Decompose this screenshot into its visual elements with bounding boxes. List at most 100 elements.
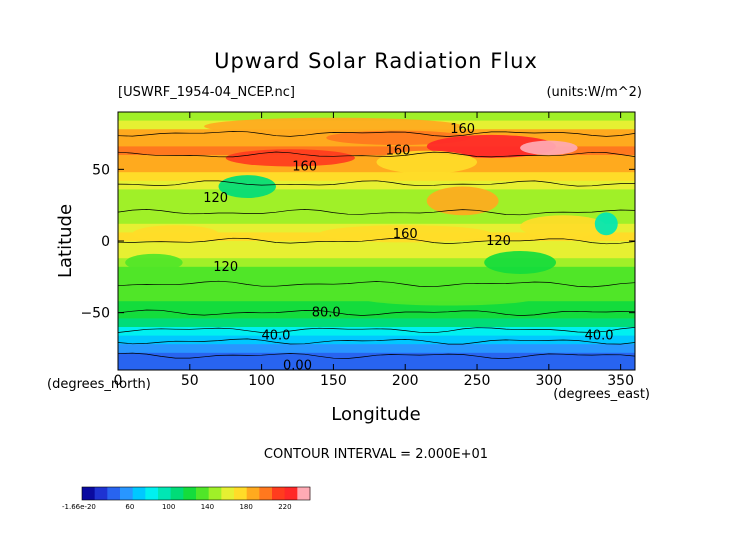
- lat-band: [118, 172, 635, 182]
- colorbar-label: 100: [162, 503, 175, 511]
- contour-labels: 160 160 160 120 160 120 120 80.0 40.0 40.0 0.00: [203, 122, 613, 374]
- contour-line: [118, 237, 635, 245]
- contour-label: 160: [386, 144, 411, 159]
- flux-patches: [125, 117, 618, 306]
- lat-band: [118, 180, 635, 190]
- lat-band: [118, 318, 635, 328]
- lat-band: [118, 189, 635, 199]
- contour-label: 160: [450, 122, 475, 137]
- lat-band: [118, 266, 635, 276]
- colorbar-label: 180: [239, 503, 252, 511]
- colorbar-label: -1.66e-20: [62, 503, 96, 511]
- x-tick-label: 150: [320, 373, 347, 389]
- contour-label: 120: [203, 191, 228, 206]
- x-tick-label: 350: [607, 373, 634, 389]
- lat-band: [118, 344, 635, 354]
- flux-patch: [426, 134, 557, 158]
- contour-line: [118, 309, 635, 316]
- y-tick-label: 50: [92, 162, 110, 178]
- lat-band: [118, 206, 635, 216]
- flux-patch: [304, 276, 420, 292]
- contour-label: 80.0: [312, 306, 341, 321]
- colorbar-label: 60: [125, 503, 134, 511]
- colorbar-swatch: [107, 487, 121, 500]
- colorbar-swatch: [272, 487, 286, 500]
- colorbar-swatch: [297, 487, 311, 500]
- colorbar-swatch: [170, 487, 184, 500]
- colorbar-swatch: [284, 487, 298, 500]
- contour-line: [118, 131, 635, 137]
- y-axis-ticks: −50 0 50: [80, 162, 635, 322]
- colorbar-swatch: [196, 487, 210, 500]
- lat-band: [118, 146, 635, 156]
- contour-line: [118, 352, 635, 359]
- colorbar-swatch: [132, 487, 146, 500]
- flux-patch: [218, 175, 276, 199]
- colorbar-swatch: [145, 487, 159, 500]
- x-tick-label: 0: [114, 373, 123, 389]
- flux-patch: [520, 140, 578, 155]
- colorbar-swatch: [183, 487, 197, 500]
- lat-band: [118, 352, 635, 362]
- colorbar-label: 140: [201, 503, 214, 511]
- x-unit-label: (degrees_east): [553, 387, 650, 402]
- y-tick-label: 0: [101, 234, 110, 250]
- colorbar-label: 220: [278, 503, 291, 511]
- colorbar-swatch: [246, 487, 260, 500]
- flux-patch: [225, 149, 355, 167]
- x-axis-title: Longitude: [331, 404, 421, 425]
- contour-lines: [118, 131, 635, 359]
- lat-band: [118, 163, 635, 173]
- lat-band: [118, 301, 635, 311]
- lat-band: [118, 112, 635, 122]
- x-tick-label: 50: [181, 373, 199, 389]
- colorbar-swatch: [221, 487, 235, 500]
- lat-band: [118, 335, 635, 345]
- flux-patch: [319, 225, 492, 243]
- colorbar-swatch: [208, 487, 222, 500]
- colorbar-swatch: [120, 487, 134, 500]
- contour-line: [118, 209, 635, 216]
- colorbar: [81, 486, 311, 501]
- contour-label: 160: [292, 159, 317, 174]
- x-tick-label: 300: [535, 373, 562, 389]
- contour-label: 40.0: [261, 329, 290, 344]
- contour-label: 120: [213, 260, 238, 275]
- flux-patch: [125, 253, 183, 272]
- flux-patch: [362, 291, 535, 306]
- flux-patch: [376, 150, 478, 174]
- x-origin-label: (degrees_north): [47, 377, 151, 392]
- chart-title: Upward Solar Radiation Flux: [214, 49, 538, 73]
- lat-band: [118, 215, 635, 225]
- y-tick-label: −50: [80, 306, 110, 322]
- colorbar-swatch: [94, 487, 108, 500]
- colorbar-swatch: [82, 487, 96, 500]
- flux-patch: [132, 225, 219, 243]
- units-label: (units:W/m^2): [546, 85, 642, 100]
- lat-band: [118, 155, 635, 165]
- contour-label: 40.0: [585, 329, 614, 344]
- flux-patch: [484, 251, 557, 274]
- colorbar-labels: -1.66e-20 60 100 140 180 220: [62, 503, 292, 511]
- x-axis-ticks: 0 50 100 150 200 250 300 350: [114, 112, 634, 389]
- x-tick-label: 200: [392, 373, 419, 389]
- contour-label: 0.00: [283, 359, 312, 374]
- plot-area: [118, 112, 635, 370]
- lat-band: [118, 361, 635, 370]
- file-label: [USWRF_1954-04_NCEP.nc]: [118, 85, 295, 100]
- lat-band: [118, 241, 635, 251]
- lat-band: [118, 258, 635, 268]
- flux-patch: [520, 215, 607, 239]
- lat-band: [118, 198, 635, 208]
- contour-line: [118, 327, 635, 334]
- colorbar-swatch: [259, 487, 273, 500]
- colorbar-swatch: [158, 487, 172, 500]
- contour-line: [118, 180, 635, 187]
- flux-patch: [426, 186, 499, 216]
- contour-label: 160: [393, 227, 418, 242]
- colorbar-swatch: [234, 487, 248, 500]
- contour-line: [118, 280, 635, 288]
- x-tick-label: 100: [248, 373, 275, 389]
- contour-label: 120: [486, 234, 511, 249]
